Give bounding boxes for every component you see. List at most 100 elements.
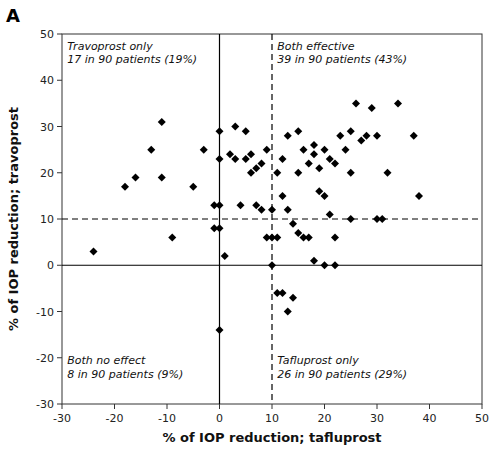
- x-tick-label: -20: [106, 412, 124, 425]
- point: [373, 132, 381, 140]
- point: [294, 229, 302, 237]
- point: [347, 169, 355, 177]
- point: [168, 234, 176, 242]
- point: [200, 146, 208, 154]
- point: [394, 99, 402, 107]
- point: [294, 127, 302, 135]
- annotation: Both effective39 in 90 patients (43%): [277, 40, 407, 67]
- point: [415, 192, 423, 200]
- annotation-line: Tafluprost only: [277, 354, 359, 367]
- y-tick: [57, 80, 62, 81]
- x-axis-label: % of IOP reduction; tafluprost: [162, 430, 381, 445]
- point: [347, 127, 355, 135]
- point: [310, 150, 318, 158]
- point: [326, 210, 334, 218]
- chart: -30-20-1001020304050-30-20-1001020304050…: [0, 0, 500, 454]
- x-tick: [482, 404, 483, 409]
- point: [331, 160, 339, 168]
- point: [326, 155, 334, 163]
- point: [258, 206, 266, 214]
- point: [315, 187, 323, 195]
- point: [258, 160, 266, 168]
- point: [231, 123, 239, 131]
- point: [273, 169, 281, 177]
- point: [300, 146, 308, 154]
- title: A: [6, 5, 20, 26]
- plot-frame: [62, 34, 482, 404]
- y-tick-label: 0: [47, 259, 54, 272]
- annotation: Travoprost only17 in 90 patients (19%): [67, 40, 197, 67]
- point: [216, 127, 224, 135]
- point: [242, 155, 250, 163]
- point: [279, 289, 287, 297]
- point: [226, 150, 234, 158]
- point: [247, 169, 255, 177]
- annotation-line: 17 in 90 patients (19%): [67, 53, 197, 66]
- point: [263, 146, 271, 154]
- point: [305, 160, 313, 168]
- point: [147, 146, 155, 154]
- reference-line: [219, 34, 220, 404]
- point: [216, 155, 224, 163]
- y-tick: [57, 126, 62, 127]
- annotation: Both no effect8 in 90 patients (9%): [67, 354, 183, 381]
- point: [231, 155, 239, 163]
- y-tick-label: -10: [36, 306, 54, 319]
- x-tick-label: 10: [265, 412, 279, 425]
- annotation-line: 39 in 90 patients (43%): [277, 53, 407, 66]
- point: [273, 234, 281, 242]
- point: [331, 234, 339, 242]
- y-tick: [57, 172, 62, 173]
- point: [357, 136, 365, 144]
- point: [242, 127, 250, 135]
- plot-area: [62, 34, 482, 404]
- y-tick: [57, 404, 62, 405]
- y-tick-label: -20: [36, 352, 54, 365]
- point: [384, 169, 392, 177]
- x-tick-label: 50: [475, 412, 489, 425]
- point: [268, 261, 276, 269]
- point: [321, 261, 329, 269]
- y-tick: [57, 219, 62, 220]
- annotation-line: Both effective: [277, 40, 354, 53]
- x-tick-label: -30: [53, 412, 71, 425]
- point: [289, 220, 297, 228]
- x-tick-label: 40: [423, 412, 437, 425]
- point: [247, 150, 255, 158]
- point: [279, 155, 287, 163]
- y-tick-label: 40: [40, 74, 54, 87]
- point: [284, 206, 292, 214]
- point: [284, 132, 292, 140]
- x-tick: [324, 404, 325, 409]
- point: [368, 104, 376, 112]
- point: [289, 294, 297, 302]
- point: [336, 132, 344, 140]
- x-tick: [62, 404, 63, 409]
- background: [0, 0, 500, 454]
- x-tick-label: 30: [370, 412, 384, 425]
- point: [158, 173, 166, 181]
- point: [342, 146, 350, 154]
- annotation-line: 8 in 90 patients (9%): [67, 368, 183, 381]
- annotation: Tafluprost only26 in 90 patients (29%): [277, 354, 407, 381]
- point: [252, 164, 260, 172]
- point: [90, 247, 98, 255]
- point: [284, 308, 292, 316]
- y-tick-label: 50: [40, 28, 54, 41]
- x-tick: [219, 404, 220, 409]
- x-tick: [114, 404, 115, 409]
- point: [189, 183, 197, 191]
- annotation-line: 26 in 90 patients (29%): [277, 368, 407, 381]
- point: [352, 99, 360, 107]
- point: [321, 192, 329, 200]
- point: [310, 141, 318, 149]
- y-tick-label: 20: [40, 167, 54, 180]
- point: [216, 201, 224, 209]
- point: [331, 261, 339, 269]
- x-tick: [377, 404, 378, 409]
- point: [373, 215, 381, 223]
- point: [279, 192, 287, 200]
- x-tick: [429, 404, 430, 409]
- x-tick: [272, 404, 273, 409]
- point: [315, 164, 323, 172]
